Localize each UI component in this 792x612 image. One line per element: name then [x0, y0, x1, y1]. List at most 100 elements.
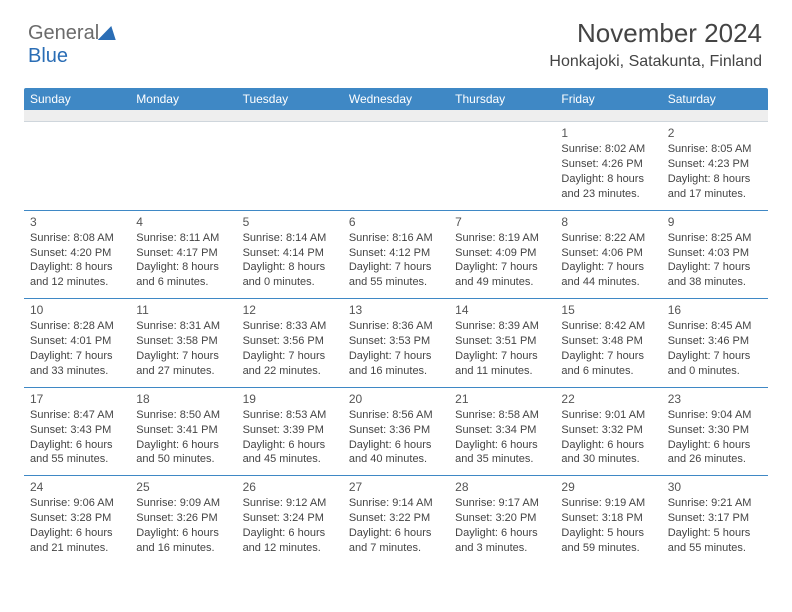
day-day1: Daylight: 7 hours — [455, 260, 549, 275]
location-subtitle: Honkajoki, Satakunta, Finland — [549, 53, 762, 71]
calendar-day-cell: 12Sunrise: 8:33 AMSunset: 3:56 PMDayligh… — [237, 299, 343, 385]
day-number: 5 — [243, 214, 337, 230]
day-number: 18 — [136, 391, 230, 407]
day-sunset: Sunset: 4:17 PM — [136, 246, 230, 261]
day-header-tuesday: Tuesday — [237, 88, 343, 110]
day-day2: and 49 minutes. — [455, 275, 549, 290]
day-sunrise: Sunrise: 8:14 AM — [243, 231, 337, 246]
calendar-day-cell: 23Sunrise: 9:04 AMSunset: 3:30 PMDayligh… — [662, 388, 768, 474]
day-day1: Daylight: 5 hours — [561, 526, 655, 541]
day-sunset: Sunset: 4:01 PM — [30, 334, 124, 349]
day-day2: and 33 minutes. — [30, 364, 124, 379]
day-number: 11 — [136, 302, 230, 318]
day-day2: and 7 minutes. — [349, 541, 443, 556]
day-sunset: Sunset: 3:18 PM — [561, 511, 655, 526]
day-number: 15 — [561, 302, 655, 318]
calendar-day-cell: 18Sunrise: 8:50 AMSunset: 3:41 PMDayligh… — [130, 388, 236, 474]
day-number: 28 — [455, 479, 549, 495]
day-sunrise: Sunrise: 8:39 AM — [455, 319, 549, 334]
day-header-thursday: Thursday — [449, 88, 555, 110]
day-day1: Daylight: 7 hours — [30, 349, 124, 364]
day-day1: Daylight: 6 hours — [455, 526, 549, 541]
day-day2: and 27 minutes. — [136, 364, 230, 379]
day-sunset: Sunset: 3:24 PM — [243, 511, 337, 526]
day-day2: and 23 minutes. — [561, 187, 655, 202]
day-sunrise: Sunrise: 8:42 AM — [561, 319, 655, 334]
day-number: 16 — [668, 302, 762, 318]
day-day2: and 0 minutes. — [243, 275, 337, 290]
day-sunrise: Sunrise: 8:45 AM — [668, 319, 762, 334]
day-number: 8 — [561, 214, 655, 230]
day-number: 30 — [668, 479, 762, 495]
calendar-day-cell: 5Sunrise: 8:14 AMSunset: 4:14 PMDaylight… — [237, 211, 343, 297]
day-header-sunday: Sunday — [24, 88, 130, 110]
day-number: 7 — [455, 214, 549, 230]
day-sunset: Sunset: 4:03 PM — [668, 246, 762, 261]
day-sunset: Sunset: 3:39 PM — [243, 423, 337, 438]
calendar-week-row: 1Sunrise: 8:02 AMSunset: 4:26 PMDaylight… — [24, 122, 768, 208]
calendar-day-cell: 24Sunrise: 9:06 AMSunset: 3:28 PMDayligh… — [24, 476, 130, 562]
calendar-day-cell: 14Sunrise: 8:39 AMSunset: 3:51 PMDayligh… — [449, 299, 555, 385]
day-day2: and 12 minutes. — [30, 275, 124, 290]
calendar-day-cell: 11Sunrise: 8:31 AMSunset: 3:58 PMDayligh… — [130, 299, 236, 385]
day-header-wednesday: Wednesday — [343, 88, 449, 110]
calendar-day-header-row: SundayMondayTuesdayWednesdayThursdayFrid… — [24, 88, 768, 110]
day-day1: Daylight: 7 hours — [668, 260, 762, 275]
day-day1: Daylight: 6 hours — [349, 526, 443, 541]
calendar-day-cell: 16Sunrise: 8:45 AMSunset: 3:46 PMDayligh… — [662, 299, 768, 385]
calendar-day-cell: 1Sunrise: 8:02 AMSunset: 4:26 PMDaylight… — [555, 122, 661, 208]
day-sunset: Sunset: 3:20 PM — [455, 511, 549, 526]
day-sunrise: Sunrise: 8:31 AM — [136, 319, 230, 334]
calendar-day-cell: 10Sunrise: 8:28 AMSunset: 4:01 PMDayligh… — [24, 299, 130, 385]
day-sunrise: Sunrise: 8:16 AM — [349, 231, 443, 246]
day-day1: Daylight: 6 hours — [349, 438, 443, 453]
day-sunrise: Sunrise: 9:14 AM — [349, 496, 443, 511]
calendar-empty-cell — [343, 122, 449, 208]
calendar-day-cell: 6Sunrise: 8:16 AMSunset: 4:12 PMDaylight… — [343, 211, 449, 297]
day-day1: Daylight: 7 hours — [561, 349, 655, 364]
day-day1: Daylight: 7 hours — [136, 349, 230, 364]
day-day2: and 17 minutes. — [668, 187, 762, 202]
day-sunrise: Sunrise: 8:05 AM — [668, 142, 762, 157]
day-day1: Daylight: 6 hours — [30, 526, 124, 541]
day-sunset: Sunset: 3:46 PM — [668, 334, 762, 349]
day-sunset: Sunset: 4:26 PM — [561, 157, 655, 172]
day-day2: and 26 minutes. — [668, 452, 762, 467]
calendar-row-separator — [24, 110, 768, 122]
logo-triangle-icon — [98, 26, 121, 40]
day-sunset: Sunset: 4:06 PM — [561, 246, 655, 261]
day-sunrise: Sunrise: 9:21 AM — [668, 496, 762, 511]
day-sunrise: Sunrise: 9:19 AM — [561, 496, 655, 511]
day-number: 14 — [455, 302, 549, 318]
day-number: 25 — [136, 479, 230, 495]
day-sunset: Sunset: 4:09 PM — [455, 246, 549, 261]
day-sunrise: Sunrise: 8:50 AM — [136, 408, 230, 423]
day-day2: and 55 minutes. — [668, 541, 762, 556]
day-number: 26 — [243, 479, 337, 495]
day-day2: and 35 minutes. — [455, 452, 549, 467]
calendar-day-cell: 15Sunrise: 8:42 AMSunset: 3:48 PMDayligh… — [555, 299, 661, 385]
calendar-empty-cell — [130, 122, 236, 208]
day-sunrise: Sunrise: 8:58 AM — [455, 408, 549, 423]
day-day1: Daylight: 7 hours — [349, 349, 443, 364]
day-day1: Daylight: 8 hours — [30, 260, 124, 275]
day-sunset: Sunset: 3:58 PM — [136, 334, 230, 349]
day-day2: and 16 minutes. — [136, 541, 230, 556]
day-sunrise: Sunrise: 8:08 AM — [30, 231, 124, 246]
day-day2: and 59 minutes. — [561, 541, 655, 556]
day-sunrise: Sunrise: 9:17 AM — [455, 496, 549, 511]
calendar-day-cell: 2Sunrise: 8:05 AMSunset: 4:23 PMDaylight… — [662, 122, 768, 208]
calendar-empty-cell — [449, 122, 555, 208]
calendar-day-cell: 7Sunrise: 8:19 AMSunset: 4:09 PMDaylight… — [449, 211, 555, 297]
day-number: 13 — [349, 302, 443, 318]
day-sunset: Sunset: 4:14 PM — [243, 246, 337, 261]
day-number: 21 — [455, 391, 549, 407]
day-day1: Daylight: 7 hours — [455, 349, 549, 364]
day-day1: Daylight: 7 hours — [349, 260, 443, 275]
day-sunset: Sunset: 3:36 PM — [349, 423, 443, 438]
day-day2: and 3 minutes. — [455, 541, 549, 556]
day-day1: Daylight: 6 hours — [243, 526, 337, 541]
calendar-day-cell: 9Sunrise: 8:25 AMSunset: 4:03 PMDaylight… — [662, 211, 768, 297]
calendar-day-cell: 22Sunrise: 9:01 AMSunset: 3:32 PMDayligh… — [555, 388, 661, 474]
day-day2: and 0 minutes. — [668, 364, 762, 379]
